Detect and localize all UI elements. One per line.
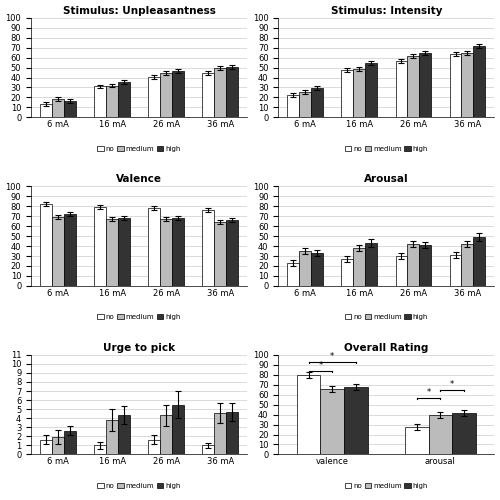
Legend: no, medium, high: no, medium, high [94,143,184,154]
Bar [288,96,300,118]
Title: Stimulus: Intensity: Stimulus: Intensity [330,6,442,16]
Bar [428,414,452,455]
Bar [344,386,368,454]
Bar [408,244,420,286]
Bar [396,256,407,286]
Bar [160,219,172,286]
Bar [408,56,420,118]
Bar [172,218,184,286]
Title: Arousal: Arousal [364,174,408,184]
Bar [450,255,462,286]
Bar [172,70,184,118]
Bar [160,416,172,455]
Title: Overall Rating: Overall Rating [344,342,428,352]
Bar [354,248,366,286]
Bar [118,82,130,118]
Bar [462,244,473,286]
Bar [300,92,311,118]
Bar [226,66,238,118]
Bar [420,52,431,118]
Bar [296,374,320,454]
Bar [474,46,486,118]
Bar [420,245,431,286]
Bar [202,446,214,454]
Bar [202,72,214,118]
Bar [40,104,52,118]
Legend: no, medium, high: no, medium, high [342,143,431,154]
Bar [118,414,130,455]
Legend: no, medium, high: no, medium, high [94,312,184,323]
Bar [311,88,323,118]
Bar [202,210,214,286]
Bar [64,214,76,286]
Bar [366,243,377,286]
Bar [342,70,353,117]
Bar [40,440,52,454]
Bar [172,404,184,454]
Bar [64,102,76,117]
Title: Stimulus: Unpleasantness: Stimulus: Unpleasantness [62,6,216,16]
Bar [320,388,344,454]
Bar [214,413,226,455]
Bar [366,62,377,118]
Bar [52,437,64,454]
Bar [52,100,64,117]
Bar [148,208,160,286]
Bar [118,218,130,286]
Bar [311,253,323,286]
Bar [160,72,172,118]
Title: Urge to pick: Urge to pick [103,342,175,352]
Bar [52,217,64,286]
Bar [64,431,76,454]
Bar [404,426,428,454]
Bar [106,219,118,286]
Bar [474,237,486,286]
Bar [462,52,473,118]
Bar [226,220,238,286]
Bar [106,86,118,117]
Bar [452,412,476,455]
Bar [40,204,52,286]
Bar [342,259,353,286]
Bar [148,440,160,454]
Bar [94,86,106,118]
Bar [450,54,462,118]
Bar [94,207,106,286]
Legend: no, medium, high: no, medium, high [342,312,431,323]
Legend: no, medium, high: no, medium, high [342,480,431,492]
Bar [148,76,160,118]
Text: *: * [426,388,430,397]
Bar [226,412,238,455]
Bar [106,420,118,454]
Bar [94,446,106,454]
Title: Valence: Valence [116,174,162,184]
Bar [300,251,311,286]
Legend: no, medium, high: no, medium, high [94,480,184,492]
Bar [354,68,366,117]
Bar [396,60,407,118]
Text: *: * [318,361,322,370]
Bar [288,263,300,286]
Bar [214,68,226,117]
Bar [214,222,226,286]
Text: *: * [330,352,334,361]
Text: *: * [450,380,454,389]
